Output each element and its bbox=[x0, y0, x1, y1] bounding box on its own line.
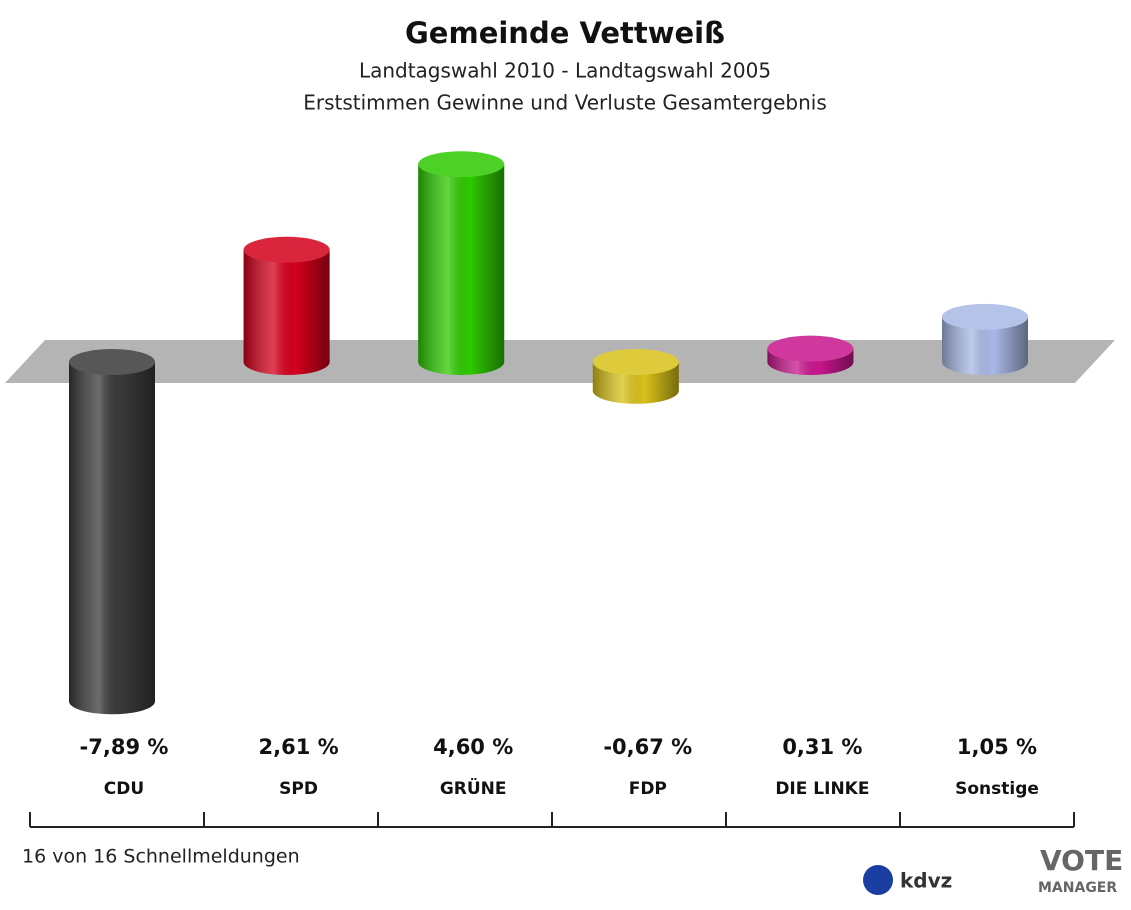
bar-top bbox=[942, 303, 1028, 330]
bar bbox=[592, 349, 679, 404]
bar bbox=[243, 236, 330, 375]
bar-top bbox=[243, 236, 330, 263]
bar-top bbox=[767, 335, 854, 362]
bar-top bbox=[69, 349, 155, 375]
bar-body-shade bbox=[418, 164, 505, 362]
category-label: Sonstige bbox=[955, 779, 1039, 799]
category-label: CDU bbox=[103, 779, 145, 799]
bar-top-light bbox=[418, 151, 505, 178]
category-label: GRÜNE bbox=[439, 779, 507, 799]
bar-top-light bbox=[942, 303, 1028, 330]
bar-top-light bbox=[69, 349, 155, 375]
bar-top-light bbox=[243, 236, 330, 263]
bar-body-shade bbox=[69, 362, 155, 702]
bar-body-shade bbox=[243, 249, 330, 362]
bar-top bbox=[418, 151, 505, 178]
chart-subtitle: Erststimmen Gewinne und Verluste Gesamte… bbox=[303, 91, 827, 115]
category-label: DIE LINKE bbox=[775, 779, 870, 799]
chart-title: Gemeinde Vettweiß bbox=[405, 16, 725, 50]
category-label: FDP bbox=[628, 779, 667, 799]
value-label: 4,60 % bbox=[433, 735, 513, 759]
logo-text: kdvz bbox=[900, 869, 952, 893]
logo-text: VOTE bbox=[1040, 844, 1123, 877]
bar-top-light bbox=[592, 349, 679, 375]
category-brackets bbox=[29, 812, 1075, 828]
bar bbox=[767, 335, 854, 375]
value-label: 0,31 % bbox=[782, 735, 862, 759]
logo-text: MANAGER bbox=[1038, 880, 1117, 896]
logo: kdvz VOTE MANAGER bbox=[863, 844, 1123, 896]
value-label: -0,67 % bbox=[603, 735, 692, 759]
bar-top-light bbox=[767, 335, 854, 362]
bar bbox=[942, 303, 1028, 375]
value-label: 1,05 % bbox=[957, 735, 1037, 759]
value-label: -7,89 % bbox=[80, 735, 169, 759]
chart-subtitle: Landtagswahl 2010 - Landtagswahl 2005 bbox=[359, 59, 771, 83]
bar bbox=[418, 151, 505, 375]
bar bbox=[69, 349, 155, 715]
category-label: SPD bbox=[279, 779, 318, 799]
footnote: 16 von 16 Schnellmeldungen bbox=[22, 846, 300, 868]
value-label: 2,61 % bbox=[259, 735, 339, 759]
bar-top bbox=[592, 349, 679, 375]
